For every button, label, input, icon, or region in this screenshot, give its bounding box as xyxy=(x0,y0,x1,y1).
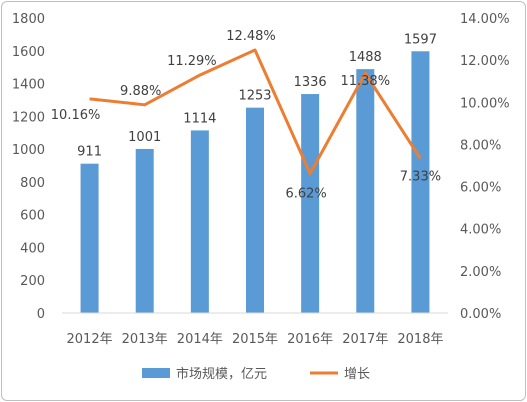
bar xyxy=(135,148,154,313)
bar-data-label: 1114 xyxy=(183,111,216,126)
x-axis-tick-label: 2017年 xyxy=(342,332,388,347)
left-axis-tick-label: 1200 xyxy=(12,110,45,125)
bar xyxy=(301,94,320,314)
line-data-label: 11.38% xyxy=(340,74,390,89)
x-axis: 2012年 2013年 2014年 2015年 2016年 2017年 2018年 xyxy=(62,312,448,347)
x-axis-tick-label: 2016年 xyxy=(287,332,333,347)
bar-data-label: 1253 xyxy=(238,89,271,104)
left-axis-tick-label: 600 xyxy=(20,209,45,224)
right-axis-tick-label: 2.00% xyxy=(460,265,501,280)
bar xyxy=(411,51,430,314)
right-axis-tick-label: 4.00% xyxy=(460,223,501,238)
line-data-labels: 10.16% 9.88% 11.29% 12.48% 6.62% 11.38% 7.33% xyxy=(51,29,441,201)
line-data-label: 6.62% xyxy=(285,187,326,202)
x-axis-tick-label: 2018年 xyxy=(397,332,443,347)
bar-data-label: 1336 xyxy=(294,75,327,90)
left-axis-tick-label: 1800 xyxy=(12,12,45,27)
right-axis: 0.00% 2.00% 4.00% 6.00% 8.00% 10.00% 12.00% 14.… xyxy=(460,12,510,322)
bar xyxy=(356,69,375,313)
line-data-label: 10.16% xyxy=(51,108,101,123)
x-axis-tick-label: 2014年 xyxy=(177,332,223,347)
bar-data-label: 1597 xyxy=(404,32,437,47)
bar-data-label: 1001 xyxy=(128,130,161,145)
legend: 市场规模，亿元 增长 xyxy=(142,366,370,382)
left-axis-tick-label: 1000 xyxy=(12,143,45,158)
left-axis-tick-label: 200 xyxy=(20,274,45,289)
right-axis-tick-label: 8.00% xyxy=(460,138,501,153)
line-data-label: 11.29% xyxy=(167,54,217,69)
bar xyxy=(80,163,99,313)
bar-data-label: 1488 xyxy=(349,50,382,65)
legend-label-line: 增长 xyxy=(344,367,370,382)
x-axis-tick-label: 2012年 xyxy=(67,332,113,347)
right-axis-tick-label: 6.00% xyxy=(460,181,501,196)
legend-label-bar: 市场规模，亿元 xyxy=(176,366,267,382)
left-axis: 0 200 400 600 800 1000 1200 1400 1600 1800 xyxy=(12,12,45,322)
bar-data-labels: 911 1001 1114 1253 1336 1488 1597 xyxy=(77,32,437,159)
bar-data-label: 911 xyxy=(77,145,102,160)
x-axis-tick-label: 2015年 xyxy=(232,332,278,347)
x-axis-tick-label: 2013年 xyxy=(122,332,168,347)
growth-line xyxy=(89,48,422,176)
line-data-label: 7.33% xyxy=(400,170,441,185)
bar xyxy=(190,130,209,313)
left-axis-tick-label: 800 xyxy=(20,176,45,191)
left-axis-tick-label: 1400 xyxy=(12,78,45,93)
line-data-label: 12.48% xyxy=(226,29,276,44)
right-axis-tick-label: 10.00% xyxy=(460,96,510,111)
legend-swatch-bar xyxy=(142,368,170,378)
left-axis-tick-label: 1600 xyxy=(12,45,45,60)
bar xyxy=(246,107,264,314)
line-series xyxy=(89,48,422,176)
left-axis-tick-label: 0 xyxy=(37,307,45,322)
line-data-label: 9.88% xyxy=(120,84,161,99)
right-axis-tick-label: 12.00% xyxy=(460,54,510,69)
right-axis-tick-label: 0.00% xyxy=(460,307,501,322)
right-axis-tick-label: 14.00% xyxy=(460,12,510,27)
left-axis-tick-label: 400 xyxy=(20,241,45,256)
bar-series xyxy=(80,51,430,314)
